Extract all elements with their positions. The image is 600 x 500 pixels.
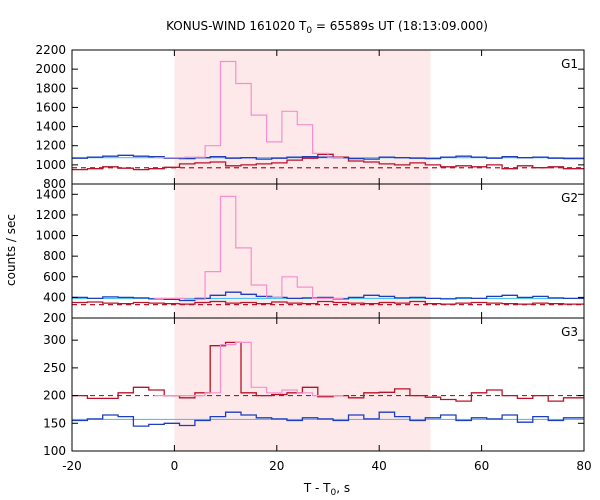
series-layer: [72, 60, 584, 427]
series-pink-g2: [154, 195, 344, 300]
x-tick-label: 0: [171, 459, 179, 473]
panel-label-g3: G3: [561, 325, 578, 339]
series-red-g1: [72, 153, 584, 171]
series-pink-g1: [154, 60, 344, 159]
series-pink-g3: [154, 341, 344, 397]
y-tick-label-g1: 1800: [35, 81, 66, 95]
series-blue-g3: [72, 411, 584, 427]
chart-title: KONUS-WIND 161020 T0 = 65589s UT (18:13:…: [166, 19, 488, 36]
panel-backgrounds: [174, 50, 431, 451]
panel-label-g2: G2: [561, 191, 578, 205]
x-axis-label-part-subscript: 0: [331, 488, 337, 498]
axes-layer: 8001000120014001600180020002200G12004006…: [35, 43, 591, 473]
x-tick-label: 60: [474, 459, 489, 473]
x-axis-label-part-main: T - T: [303, 481, 331, 495]
series-red-g2: [72, 300, 584, 305]
x-tick-label: 40: [372, 459, 387, 473]
text-layer: KONUS-WIND 161020 T0 = 65589s UT (18:13:…: [4, 19, 488, 498]
x-tick-label: 80: [576, 459, 591, 473]
highlight-band-g3: [174, 318, 431, 451]
y-tick-label-g3: 300: [43, 333, 66, 347]
y-tick-label-g2: 200: [43, 311, 66, 325]
y-axis-label: counts / sec: [4, 214, 18, 286]
y-tick-label-g3: 250: [43, 361, 66, 375]
y-tick-label-g1: 1200: [35, 139, 66, 153]
y-tick-label-g1: 1000: [35, 158, 66, 172]
y-tick-label-g2: 800: [43, 249, 66, 263]
panel-label-g1: G1: [561, 57, 578, 71]
x-tick-label: 20: [269, 459, 284, 473]
chart-title-part-subscript: 0: [306, 26, 312, 36]
chart-title-part-main: KONUS-WIND 161020 T: [166, 19, 307, 33]
x-tick-label: -20: [62, 459, 82, 473]
y-tick-label-g3: 200: [43, 389, 66, 403]
panel-frame-g3: [71, 317, 585, 452]
x-axis-label-part-rest: , s: [336, 481, 350, 495]
y-tick-label-g2: 1200: [35, 208, 66, 222]
y-tick-label-g1: 800: [43, 177, 66, 191]
y-tick-label-g3: 100: [43, 444, 66, 458]
chart-title-part-rest: = 65589s UT (18:13:09.000): [312, 19, 488, 33]
y-tick-label-g2: 1000: [35, 229, 66, 243]
y-tick-label-g1: 2200: [35, 43, 66, 57]
y-tick-label-g3: 150: [43, 416, 66, 430]
y-tick-label-g2: 400: [43, 290, 66, 304]
y-tick-label-g1: 1600: [35, 100, 66, 114]
y-tick-label-g2: 600: [43, 270, 66, 284]
y-tick-label-g2: 1400: [35, 187, 66, 201]
y-tick-label-g1: 1400: [35, 120, 66, 134]
y-tick-label-g1: 2000: [35, 62, 66, 76]
x-axis-label: T - T0, s: [303, 481, 350, 498]
